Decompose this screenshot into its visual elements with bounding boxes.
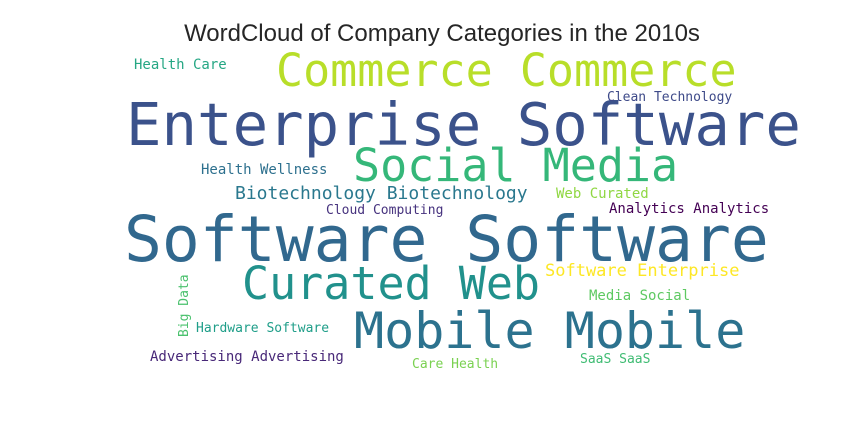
word-commerce-commerce: Commerce Commerce (276, 44, 737, 97)
word-mobile-mobile: Mobile Mobile (354, 302, 746, 360)
word-cloud-computing: Cloud Computing (326, 203, 444, 218)
word-big-data: Big Data (177, 274, 192, 337)
word-curated-web: Curated Web (242, 257, 541, 310)
word-cloud: Software Software Enterprise Software Mo… (124, 48, 801, 382)
word-software-enterprise: Software Enterprise (545, 261, 740, 281)
word-web-curated: Web Curated (556, 186, 649, 202)
word-care-health: Care Health (412, 357, 499, 372)
word-health-wellness: Health Wellness (201, 162, 328, 178)
word-biotechnology-biotechnology: Biotechnology Biotechnology (235, 183, 528, 204)
word-social-media: Social Media (353, 139, 679, 192)
word-media-social: Media Social (589, 288, 691, 304)
word-hardware-software: Hardware Software (196, 321, 330, 336)
word-saas-saas: SaaS SaaS (580, 352, 651, 367)
word-health-care: Health Care (134, 57, 227, 73)
chart-title: WordCloud of Company Categories in the 2… (184, 20, 700, 47)
word-clean-technology: Clean Technology (607, 90, 733, 105)
word-enterprise-software: Enterprise Software (126, 90, 801, 159)
word-software-software: Software Software (124, 203, 769, 276)
word-analytics-analytics: Analytics Analytics (609, 201, 770, 217)
word-advertising-advertising: Advertising Advertising (150, 349, 344, 365)
